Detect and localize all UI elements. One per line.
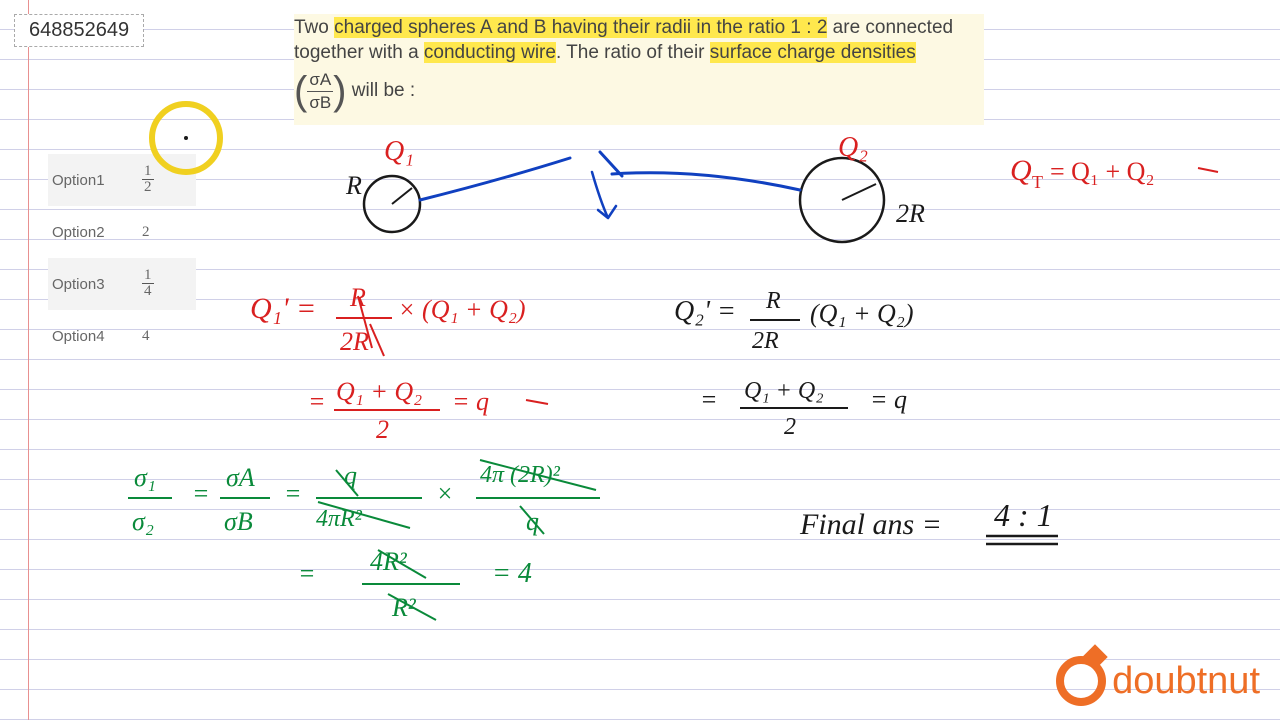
margin-line [28,0,29,720]
option-2[interactable]: Option2 2 [48,206,196,258]
option-4[interactable]: Option4 4 [48,310,196,362]
question-id: 648852649 [14,14,144,47]
logo: doubtnut [1056,656,1260,706]
logo-icon [1056,656,1106,706]
question-text: Two charged spheres A and B having their… [294,14,984,125]
option-3[interactable]: Option3 14 [48,258,196,310]
option-1[interactable]: Option1 12 [48,154,196,206]
options-panel: Option1 12 Option2 2 Option3 14 Option4 … [48,154,196,362]
